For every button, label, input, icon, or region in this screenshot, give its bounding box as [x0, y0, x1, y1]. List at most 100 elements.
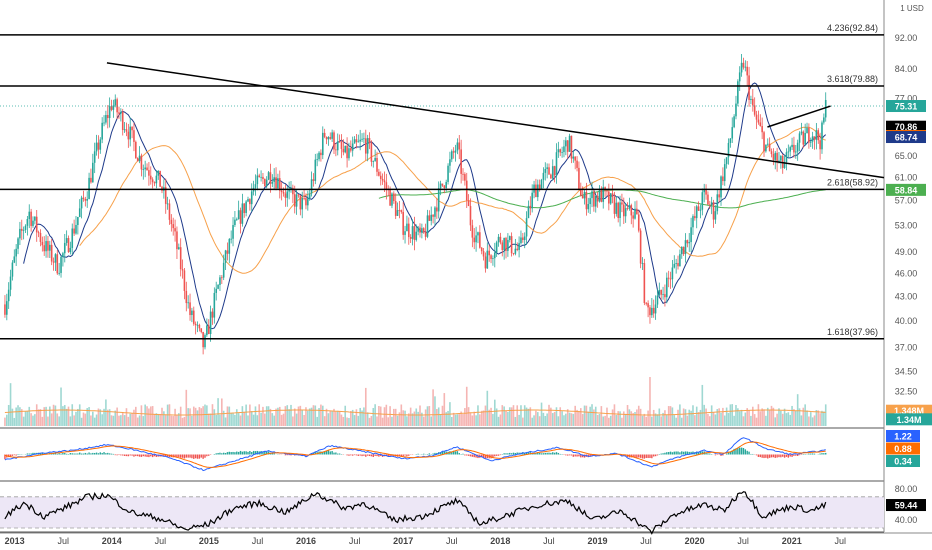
candle-body	[432, 214, 434, 217]
candle-body	[118, 112, 120, 114]
macd-histogram-bar	[105, 453, 107, 455]
volume-bar	[686, 415, 689, 426]
volume-bar	[596, 414, 599, 426]
candle-body	[824, 100, 827, 118]
candle-body	[295, 194, 298, 207]
candle-body	[383, 180, 386, 183]
volume-bar	[817, 410, 820, 426]
macd-histogram-bar	[731, 450, 733, 455]
candle-body	[415, 231, 418, 240]
candle-body	[806, 127, 808, 134]
volume-bar	[479, 414, 481, 426]
candle-body	[542, 172, 545, 180]
volume-bar	[568, 412, 571, 426]
candle-body	[67, 238, 70, 253]
candle-body	[718, 194, 720, 198]
candle-body	[359, 139, 361, 142]
volume-bar	[765, 415, 767, 426]
macd-histogram-bar	[439, 452, 442, 455]
volume-bar	[142, 416, 145, 426]
candle-body	[323, 132, 326, 137]
macd-histogram-bar	[174, 454, 176, 458]
candle-body	[695, 206, 698, 219]
macd-histogram-bar	[337, 453, 339, 455]
macd-histogram-bar	[709, 453, 711, 455]
candle-body	[13, 256, 16, 263]
volume-bar	[378, 405, 380, 426]
volume-bar	[49, 406, 51, 426]
macd-histogram-bar	[789, 454, 791, 457]
volume-bar	[684, 409, 687, 426]
macd-histogram-bar	[527, 452, 530, 455]
volume-bar	[690, 410, 692, 426]
volume-bar	[546, 413, 548, 426]
volume-bar	[808, 416, 810, 426]
candle-body	[768, 143, 771, 152]
time-tick: 2017	[393, 536, 413, 546]
candle-body	[6, 301, 8, 315]
volume-bar	[522, 417, 524, 426]
drawings[interactable]: 4.236(92.84) 3.618(79.88) 2.618(58.92) 1.61…	[0, 23, 885, 340]
macd-histogram-bar	[705, 452, 707, 455]
candle-body	[480, 247, 483, 252]
macd-histogram-bar	[239, 450, 242, 455]
volume-bar	[493, 399, 496, 426]
macd-histogram-bar	[30, 453, 32, 455]
volume-bar	[13, 417, 16, 426]
volume-label-text: 1.34M	[896, 415, 921, 425]
volume-bar	[778, 408, 780, 426]
volume-bar	[178, 413, 180, 426]
macd-histogram-bar	[198, 454, 201, 459]
macd-histogram-bar	[165, 454, 167, 457]
volume-bar	[355, 409, 358, 426]
macd-histogram-bar	[761, 454, 763, 458]
macd-histogram-bar	[71, 453, 73, 455]
candle-body	[602, 187, 605, 202]
volume-bar	[179, 406, 182, 426]
candle-body	[127, 131, 130, 140]
volume-bar	[594, 406, 597, 426]
volume-bar	[507, 412, 509, 426]
candle-body	[746, 66, 748, 76]
macd-histogram-bar	[737, 447, 739, 455]
macd-histogram-bar	[4, 454, 6, 460]
volume-bar	[574, 405, 576, 426]
macd-histogram-bar	[284, 454, 287, 456]
volume-bar	[538, 416, 541, 426]
candle-body	[551, 166, 554, 179]
volume-bar	[776, 413, 778, 426]
candle-body	[709, 204, 711, 206]
volume-bar	[78, 404, 81, 426]
price-tick: 57.00	[895, 196, 918, 206]
candle-body	[662, 294, 664, 295]
volume-bar	[277, 407, 279, 426]
macd-histogram-bar	[557, 452, 560, 455]
volume-bar	[170, 415, 173, 426]
volume-bar	[518, 414, 520, 426]
candle-body	[381, 178, 384, 181]
candle-body	[800, 131, 803, 134]
volume-bar	[101, 414, 103, 426]
candle-body	[4, 304, 6, 315]
volume-bar	[232, 413, 234, 426]
volume-bar	[28, 406, 31, 426]
volume-bar	[301, 409, 304, 426]
macd-signal-line	[4, 441, 826, 468]
candle-body	[189, 302, 191, 316]
volume-bar	[415, 408, 418, 426]
volume-bar	[329, 410, 332, 426]
candle-body	[723, 164, 726, 182]
volume-bar	[815, 410, 818, 426]
volume-bar	[426, 406, 429, 426]
volume-bar	[219, 414, 221, 426]
candle-body	[155, 175, 158, 184]
time-tick: Jul	[252, 536, 264, 546]
volume-bar	[475, 415, 477, 426]
volume-bar	[793, 409, 795, 426]
volume-bar	[312, 405, 315, 426]
volume-bar	[73, 415, 75, 426]
volume-bar	[436, 408, 438, 426]
volume-bar	[452, 412, 455, 426]
candle-body	[634, 208, 636, 219]
